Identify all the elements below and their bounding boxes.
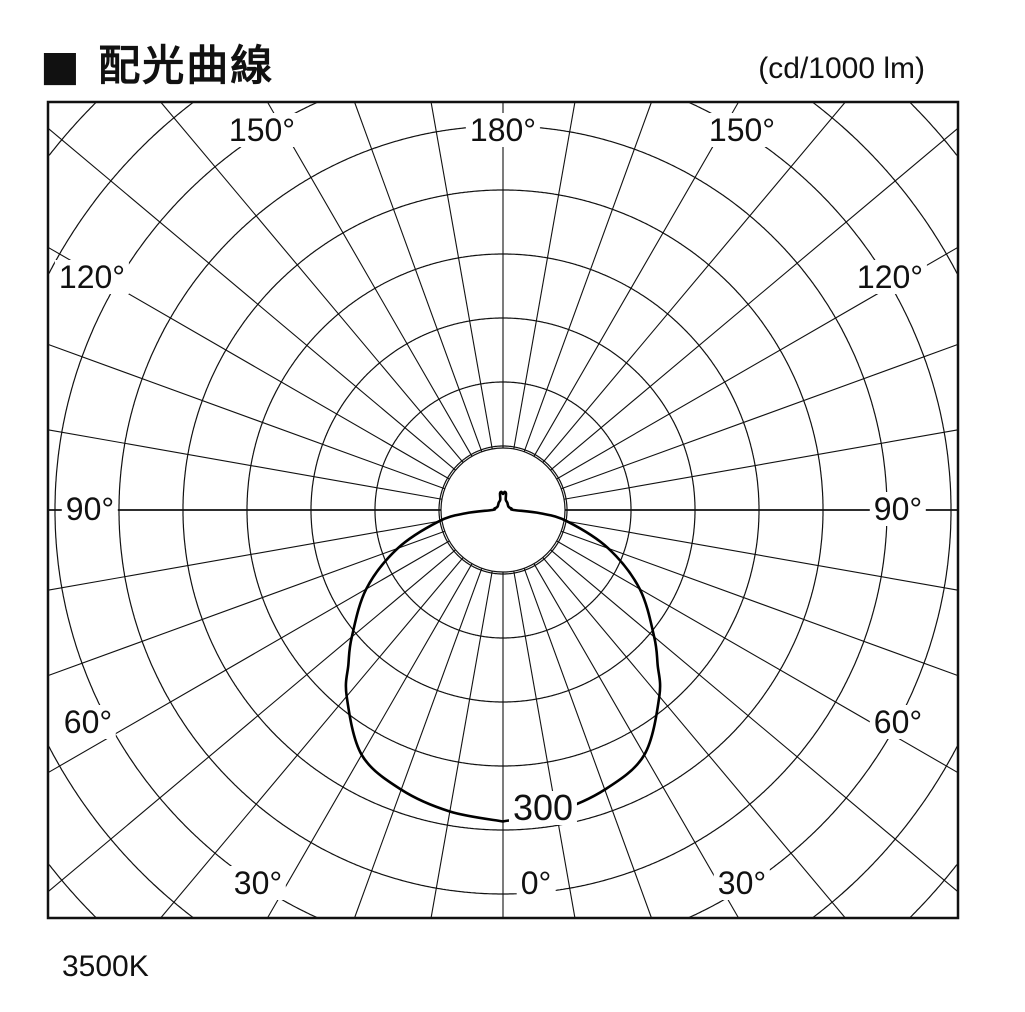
distribution-curve [344,490,662,823]
angle-label: 120° [54,260,130,294]
grid-spoke [523,101,653,452]
grid-spoke [523,568,653,919]
grid-spoke [353,568,483,919]
plot-frame [46,100,960,920]
radial-value-label: 300 [508,790,578,826]
grid-ring [909,102,958,156]
grid-ring [812,101,958,274]
grid-spoke [563,520,959,591]
grid-spoke [561,343,959,490]
center-hole [440,447,566,573]
angle-label: 90° [61,492,119,526]
grid-spoke [430,101,493,450]
grid-spoke [542,101,846,463]
grid-spoke [561,530,959,677]
angle-label: 120° [852,260,928,294]
angle-label: 0° [516,866,556,900]
grid-spoke [430,570,493,919]
angle-label: 60° [869,705,927,739]
angle-label: 30° [229,866,287,900]
grid-spoke [513,101,576,450]
grid-spoke [160,557,464,919]
grid-spoke [550,549,959,893]
unit-label: (cd/1000 lm) [758,52,925,85]
angle-label: 90° [869,492,927,526]
grid-ring [48,864,97,918]
grid-ring [688,101,952,510]
grid-spoke [533,101,740,457]
angle-label: 150° [224,113,300,147]
angle-label: 30° [713,866,771,900]
grid-spoke [513,570,576,919]
grid-spoke [550,127,959,471]
grid-spoke [47,343,445,490]
angle-label: 150° [704,113,780,147]
grid [47,101,959,919]
angle-label: 180° [465,113,541,147]
grid-spoke [47,127,456,471]
grid-spoke [47,520,443,591]
grid-spoke [47,549,456,893]
grid-spoke [47,429,443,500]
grid-ring [48,746,194,919]
grid-ring [48,101,194,274]
grid-spoke [533,563,740,919]
grid-ring [909,864,958,918]
grid-spoke [160,101,464,463]
grid-spoke [47,530,445,677]
grid-spoke [563,429,959,500]
grid-spoke [542,557,846,919]
grid-spoke [266,563,473,919]
chart-title: ■ 配光曲線 [40,41,275,90]
color-temperature-label: 3500K [62,950,149,983]
grid-ring [48,102,97,156]
grid-spoke [353,101,483,452]
grid-ring [812,746,958,919]
angle-label: 60° [59,705,117,739]
grid-spoke [266,101,473,457]
